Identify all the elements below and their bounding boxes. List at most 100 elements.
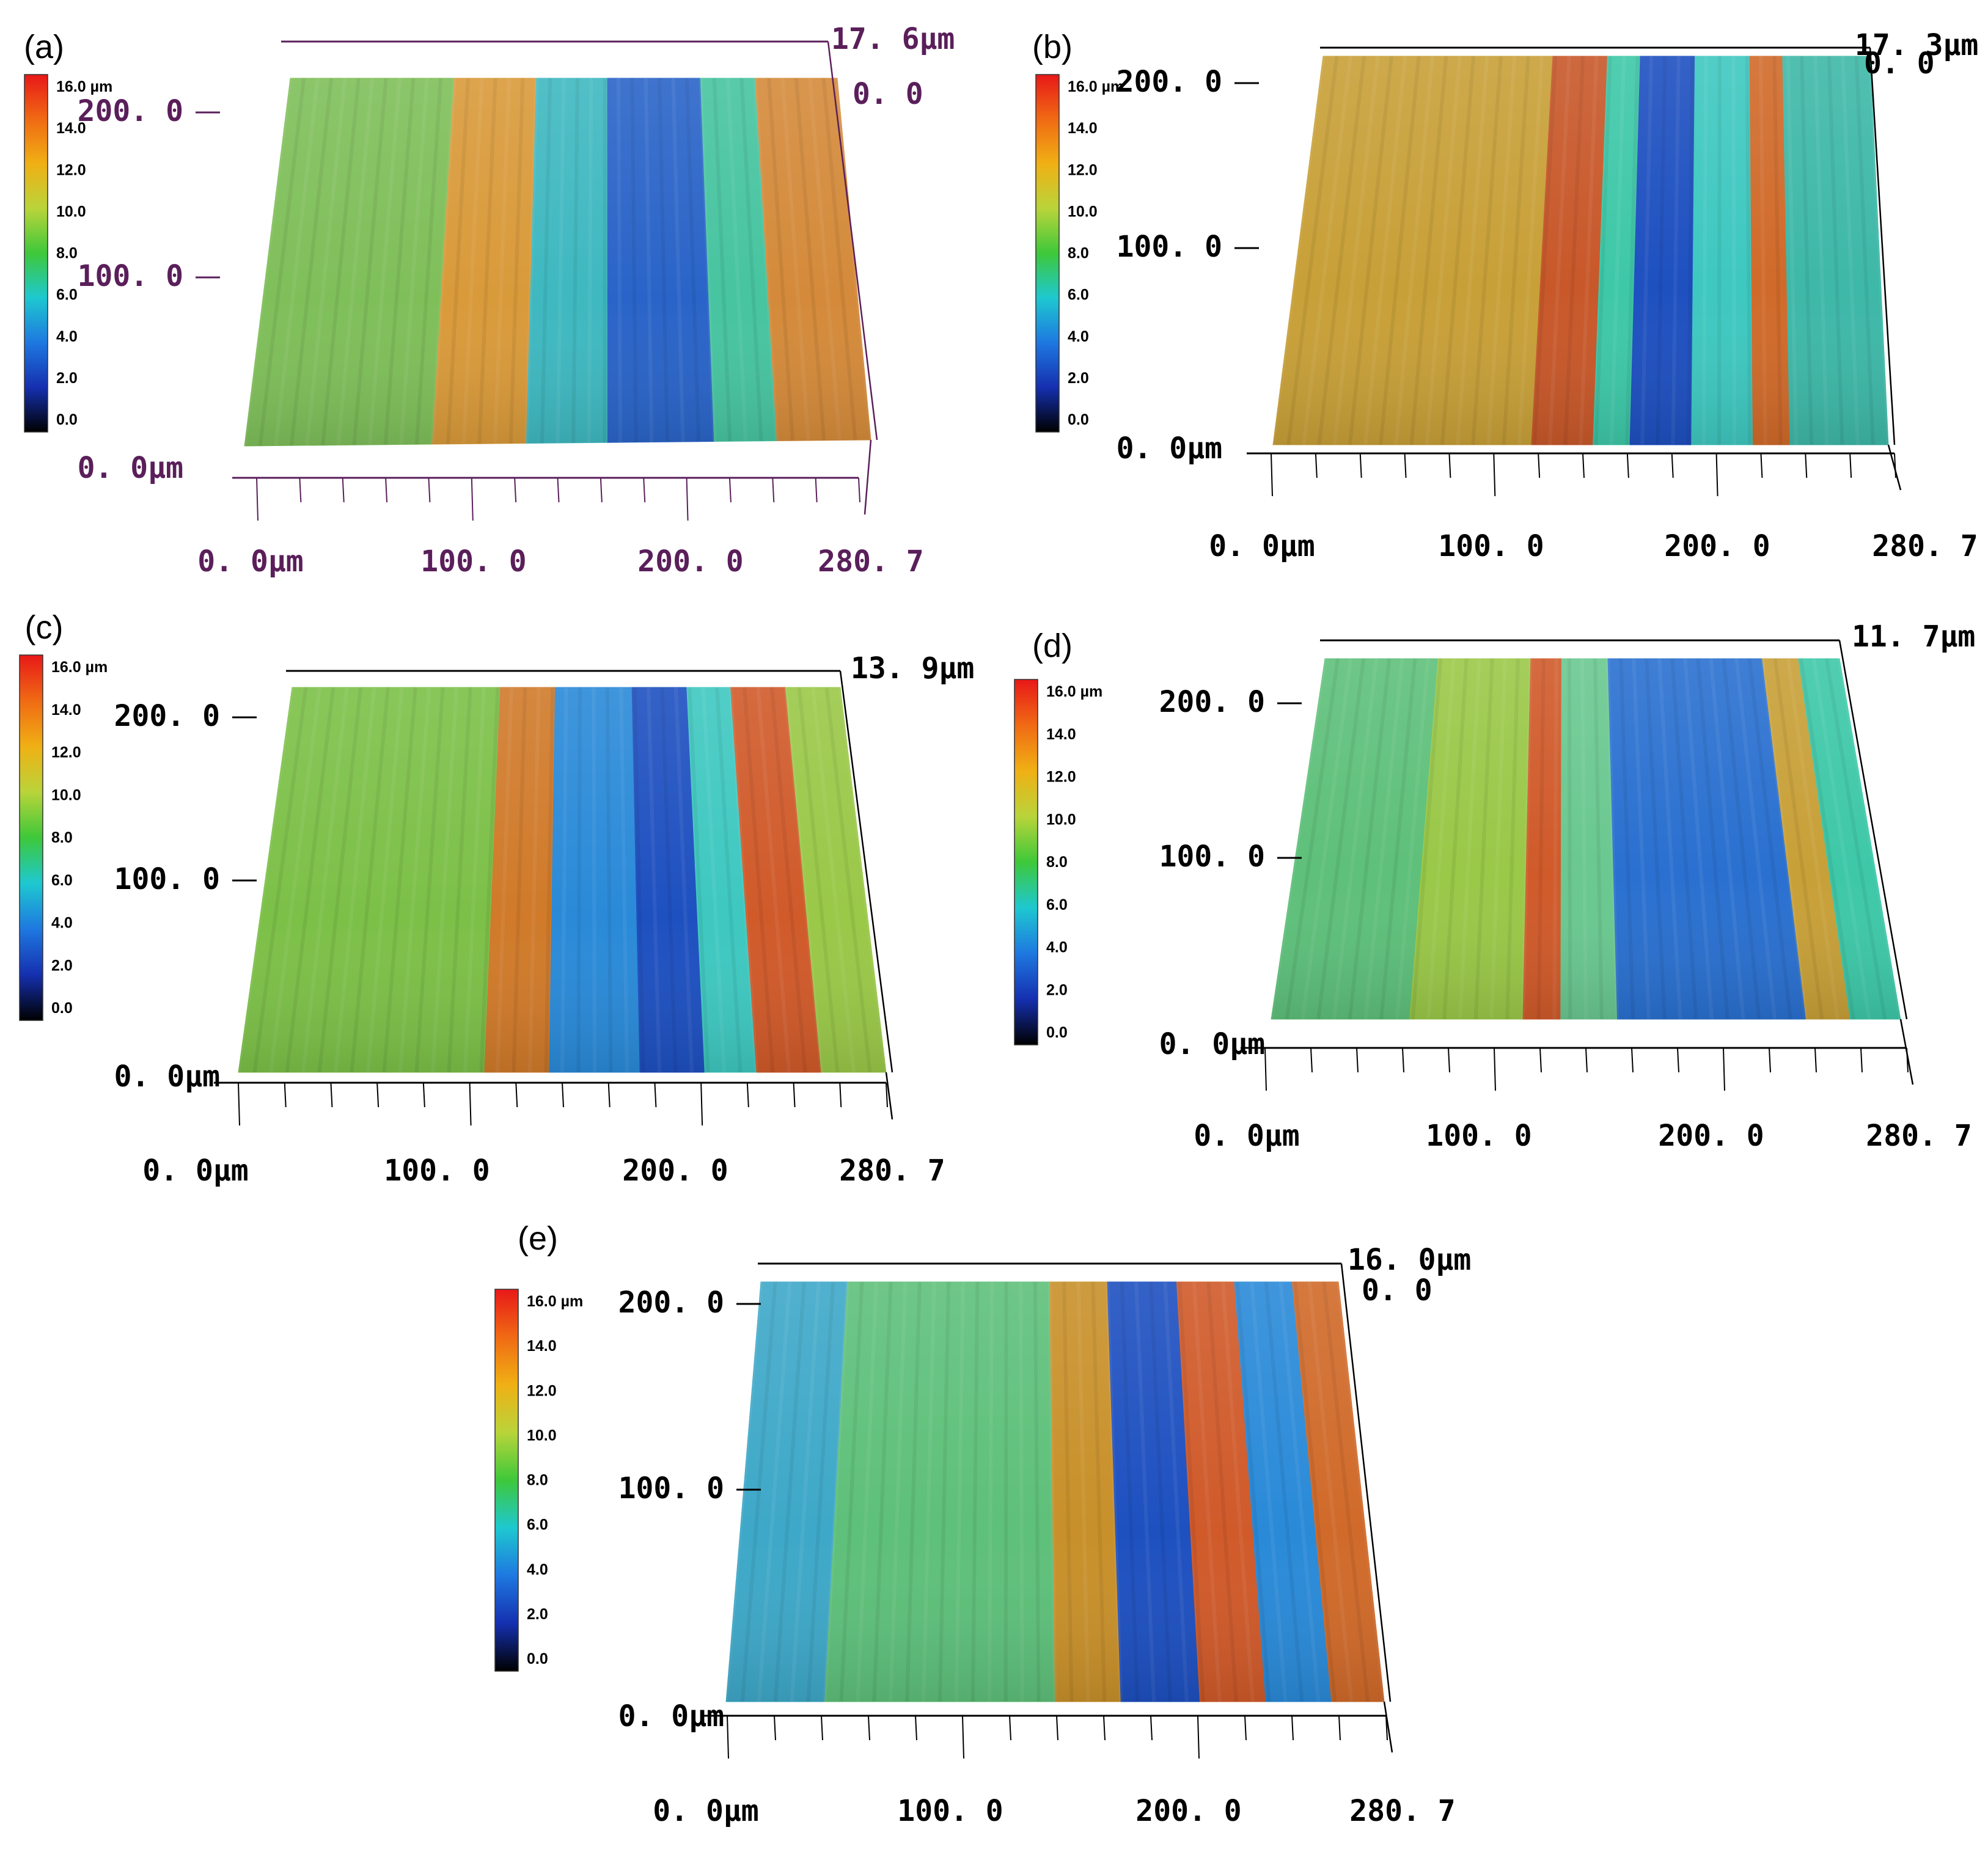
x-axis-tick bbox=[654, 1082, 657, 1108]
colorbar-gradient bbox=[19, 654, 43, 1021]
x-axis-label: 200. 0 bbox=[637, 544, 743, 579]
x-axis-tick bbox=[1849, 453, 1852, 478]
x-axis-label: 200. 0 bbox=[1135, 1794, 1241, 1828]
x-axis-tick bbox=[330, 1082, 333, 1108]
x-axis-tick bbox=[422, 1082, 425, 1108]
colorbar-tick-label: 10.0 bbox=[51, 786, 81, 803]
x-axis-label: 0. 0µm bbox=[197, 544, 303, 579]
x-axis-label: 280. 7 bbox=[818, 544, 923, 579]
colorbar-tick-label: 10.0 bbox=[1068, 203, 1098, 220]
x-axis-tick bbox=[238, 1082, 240, 1126]
x-axis-tick bbox=[1723, 1047, 1725, 1091]
axes bbox=[1241, 639, 1914, 1091]
x-axis-tick bbox=[1671, 453, 1674, 478]
colorbar-tick-label: 10.0 bbox=[1046, 811, 1076, 828]
z-max-label: 16. 0µm bbox=[1348, 1243, 1471, 1277]
colorbar: 16.0 µm 14.0 12.0 10.0 8.0 6.0 4.0 2.0 0.0 bbox=[1035, 74, 1124, 433]
x-axis-tick bbox=[1448, 453, 1451, 478]
colorbar-tick-label: 2.0 bbox=[51, 957, 73, 974]
colorbar-tick-label: 12.0 bbox=[56, 161, 86, 178]
x-axis-tick bbox=[1631, 1047, 1634, 1073]
x-axis-tick bbox=[815, 477, 818, 503]
colorbar-tick-label: 8.0 bbox=[1068, 245, 1089, 262]
z-axis bbox=[1869, 47, 1896, 445]
colorbar-tick-label: 2.0 bbox=[1068, 370, 1089, 387]
panel-d: (d) 16.0 µm 14.0 12.0 10.0 8.0 6.0 4.0 2.0 0.0 200… bbox=[1014, 620, 1975, 1153]
height-map-surface bbox=[243, 78, 873, 447]
colorbar-tick-label: 6.0 bbox=[527, 1517, 548, 1534]
x-axis-tick bbox=[1626, 453, 1629, 478]
x-axis-label: 100. 0 bbox=[897, 1794, 1003, 1828]
colorbar-tick-label: 2.0 bbox=[527, 1606, 548, 1623]
colorbar-tick-label: 4.0 bbox=[51, 915, 73, 932]
colorbar-tick-label: 4.0 bbox=[1068, 328, 1089, 345]
surface-shading bbox=[238, 687, 886, 1072]
z-max-label: 17. 3µm bbox=[1855, 28, 1978, 62]
x-axis-tick bbox=[385, 477, 388, 503]
x-axis-label: 200. 0 bbox=[1664, 529, 1770, 563]
colorbar: 16.0 µm 14.0 12.0 10.0 8.0 6.0 4.0 2.0 0.0 bbox=[24, 74, 112, 433]
x-axis-tick bbox=[607, 1082, 611, 1108]
colorbar-tick-label: 0.0 bbox=[1068, 411, 1089, 428]
colorbar-tick-label: 14.0 bbox=[527, 1338, 557, 1355]
x-axis-label: 0. 0µm bbox=[1209, 529, 1315, 563]
x-axis-tick bbox=[1197, 1715, 1200, 1759]
x-axis-label: 100. 0 bbox=[1438, 529, 1544, 563]
x-axis-tick bbox=[821, 1715, 823, 1741]
x-axis-tick bbox=[686, 477, 689, 521]
colorbar-tick-label: 14.0 bbox=[56, 120, 86, 137]
colorbar-tick-label: 6.0 bbox=[51, 872, 73, 889]
colorbar-gradient bbox=[1035, 74, 1060, 433]
x-axis-tick bbox=[471, 477, 474, 521]
y-axis-label: 100. 0 bbox=[1117, 230, 1222, 264]
colorbar-tick-label: 16.0 µm bbox=[1068, 78, 1124, 95]
y-axis-label: 0. 0µm bbox=[1159, 1027, 1265, 1061]
x-axis-tick bbox=[514, 477, 517, 503]
axes bbox=[703, 1262, 1393, 1759]
x-axis-label: 100. 0 bbox=[1426, 1119, 1531, 1153]
x-axis-tick bbox=[469, 1082, 472, 1126]
colorbar-tick-label: 0.0 bbox=[56, 411, 78, 428]
panel-label: (d) bbox=[1032, 628, 1073, 664]
x-axis-tick bbox=[886, 1082, 888, 1108]
x-axis-label: 100. 0 bbox=[420, 544, 526, 579]
colorbar-tick-label: 16.0 µm bbox=[56, 78, 112, 95]
y-axis-label: 0. 0µm bbox=[1117, 431, 1222, 466]
colorbar-gradient bbox=[494, 1289, 519, 1672]
colorbar: 16.0 µm 14.0 12.0 10.0 8.0 6.0 4.0 2.0 0.0 bbox=[494, 1289, 583, 1672]
depth-axis bbox=[1383, 1701, 1393, 1753]
y-axis-label: 100. 0 bbox=[1159, 840, 1265, 874]
colorbar-tick-label: 8.0 bbox=[51, 829, 73, 846]
depth-axis bbox=[864, 439, 872, 515]
surface-shading bbox=[1271, 659, 1901, 1019]
y-axis-label: 200. 0 bbox=[1117, 65, 1222, 99]
x-axis-label: 280. 7 bbox=[839, 1154, 945, 1188]
x-axis-tick bbox=[1860, 1047, 1863, 1073]
x-axis-tick bbox=[1291, 1715, 1294, 1741]
z-zero-label: 0. 0 bbox=[1864, 46, 1935, 81]
colorbar-tick-label: 6.0 bbox=[1068, 287, 1089, 304]
colorbar-tick-label: 2.0 bbox=[1046, 981, 1068, 998]
colorbar-tick-label: 8.0 bbox=[527, 1472, 548, 1489]
x-axis-tick bbox=[1310, 1047, 1313, 1073]
surface-shading bbox=[244, 78, 871, 446]
x-axis-label: 280. 7 bbox=[1872, 529, 1978, 563]
y-axis-label: 200. 0 bbox=[618, 1286, 724, 1320]
panel-label: (c) bbox=[25, 609, 64, 646]
colorbar-tick-label: 16.0 µm bbox=[51, 659, 108, 676]
x-axis-tick bbox=[1538, 453, 1541, 478]
x-axis-tick bbox=[1385, 1715, 1388, 1741]
x-axis-tick bbox=[1009, 1715, 1011, 1741]
x-axis-tick bbox=[868, 1715, 870, 1741]
z-axis bbox=[1340, 1263, 1392, 1702]
x-axis-tick bbox=[1760, 453, 1763, 478]
colorbar-tick-label: 14.0 bbox=[1068, 120, 1098, 137]
axes bbox=[1234, 46, 1902, 497]
depth-axis bbox=[885, 1072, 893, 1120]
panel-c: (c) 16.0 µm 14.0 12.0 10.0 8.0 6.0 4.0 2.0 0.0 200… bbox=[19, 609, 974, 1188]
height-map-surface bbox=[1269, 658, 1902, 1020]
colorbar-tick-label: 0.0 bbox=[527, 1650, 548, 1667]
colorbar-tick-label: 16.0 µm bbox=[527, 1293, 583, 1310]
x-axis-tick bbox=[1244, 1715, 1247, 1741]
x-axis-tick bbox=[746, 1082, 749, 1108]
